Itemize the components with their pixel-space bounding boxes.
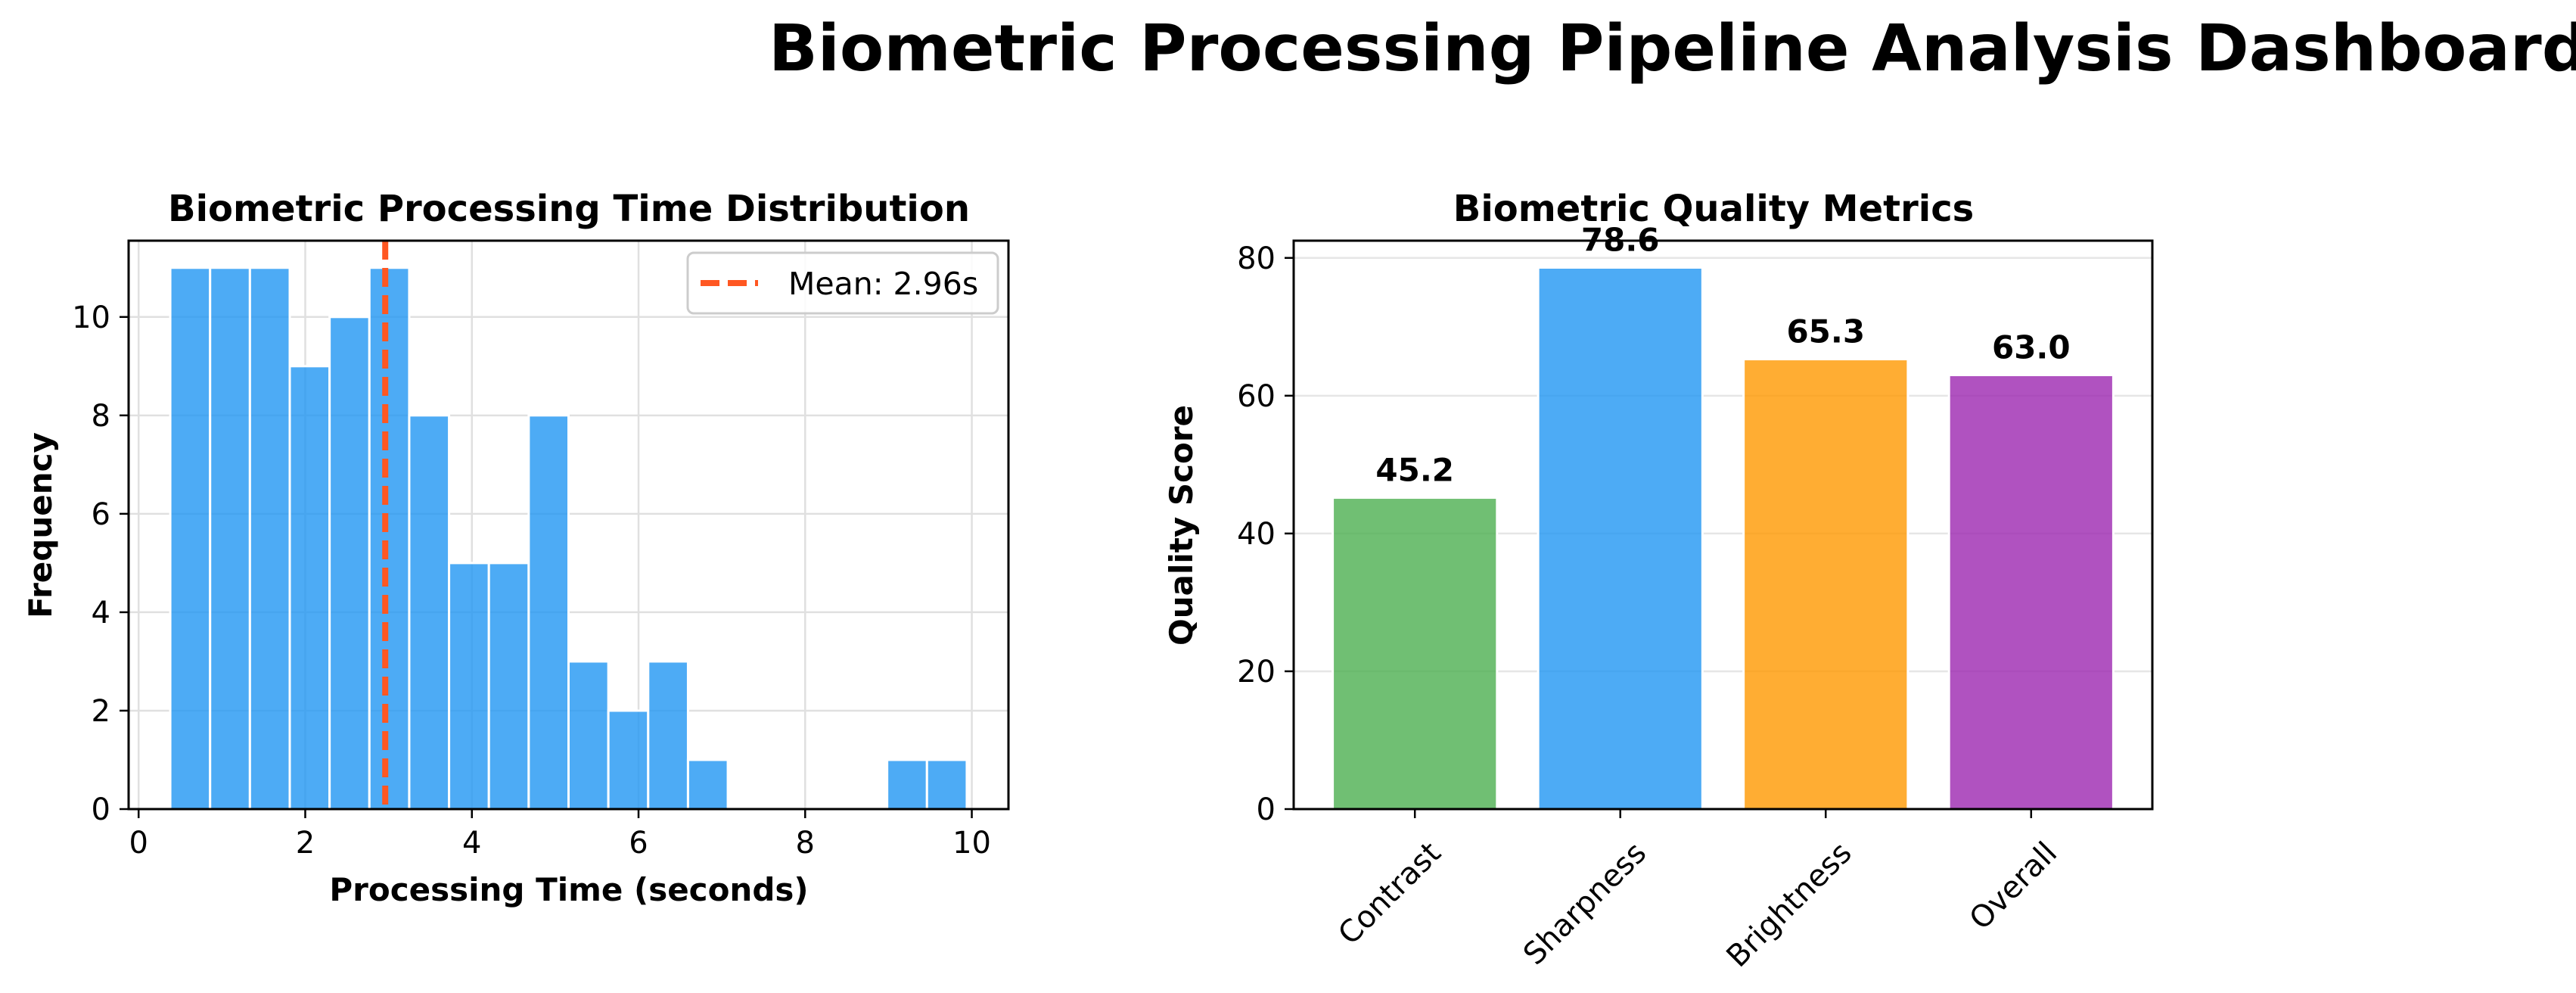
histogram-bar <box>686 758 729 811</box>
histogram-y-tick-label: 6 <box>92 497 110 532</box>
histogram-bar <box>886 758 928 811</box>
histogram-y-tick-label: 8 <box>92 399 110 434</box>
histogram-bars <box>169 266 968 811</box>
quality-y-tick-label: 0 <box>1257 792 1276 827</box>
quality-bar-overall <box>1947 374 2115 811</box>
quality-x-ticks: Contrast Sharpness Brightness Overall <box>1332 809 2064 974</box>
quality-y-tick-label: 60 <box>1237 379 1276 414</box>
histogram-bar <box>169 266 212 811</box>
histogram-x-tick-label: 0 <box>129 826 148 861</box>
histogram-plot-frame <box>127 239 1010 811</box>
quality-chart-title: Biometric Quality Metrics <box>1453 188 1974 230</box>
histogram-x-tick-label: 4 <box>462 826 481 861</box>
histogram-y-tick-label: 0 <box>92 792 110 827</box>
quality-value-label: 78.6 <box>1581 222 1660 259</box>
quality-bar-brightness <box>1742 358 1909 811</box>
histogram-y-ticks: 0 2 4 6 8 10 <box>72 300 129 827</box>
histogram-y-tick-label: 2 <box>92 694 110 729</box>
histogram-bar <box>368 266 411 811</box>
quality-value-label: 45.2 <box>1375 452 1454 489</box>
histogram-bar <box>527 414 570 811</box>
histogram-y-axis-label: Frequency <box>22 432 59 618</box>
quality-bars <box>1332 266 2115 811</box>
quality-x-tick-label: Contrast <box>1332 836 1447 951</box>
histogram-x-tick-label: 10 <box>952 826 991 861</box>
quality-bar-contrast <box>1332 496 1499 811</box>
histogram-y-tick-label: 10 <box>72 300 110 335</box>
histogram-legend: Mean: 2.96s <box>686 251 999 315</box>
histogram-chart: Biometric Processing Time Distribution 0… <box>22 188 1010 908</box>
histogram-x-tick-label: 2 <box>296 826 315 861</box>
quality-value-labels: 45.2 78.6 65.3 63.0 <box>1375 222 2070 489</box>
histogram-x-ticks: 0 2 4 6 8 10 <box>129 809 991 861</box>
histogram-x-tick-label: 8 <box>796 826 815 861</box>
histogram-bar <box>647 660 689 811</box>
histogram-title: Biometric Processing Time Distribution <box>168 188 970 230</box>
quality-value-label: 63.0 <box>1992 329 2071 366</box>
quality-y-ticks: 0 20 40 60 80 <box>1237 241 1294 827</box>
histogram-bar <box>925 758 968 811</box>
quality-plot-frame <box>1292 239 2154 811</box>
histogram-bar <box>209 266 251 811</box>
quality-x-tick-label: Sharpness <box>1517 836 1653 972</box>
quality-x-tick-label: Brightness <box>1720 836 1859 974</box>
quality-y-tick-label: 40 <box>1237 517 1276 552</box>
histogram-bar <box>248 266 291 811</box>
quality-metrics-chart: Biometric Quality Metrics 45.2 78.6 65.3 63… <box>1163 188 2154 974</box>
legend-frame <box>686 251 999 315</box>
histogram-bar <box>567 660 610 811</box>
histogram-x-tick-label: 6 <box>629 826 648 861</box>
histogram-y-tick-label: 4 <box>92 596 110 630</box>
quality-value-label: 65.3 <box>1786 313 1865 350</box>
legend-label: Mean: 2.96s <box>788 266 978 302</box>
histogram-bar <box>328 316 371 811</box>
dashboard-title: Biometric Processing Pipeline Analysis D… <box>769 11 2576 86</box>
histogram-bar <box>408 414 451 811</box>
quality-y-axis-label: Quality Score <box>1163 405 1200 646</box>
histogram-bar <box>607 709 650 811</box>
histogram-bar <box>288 365 331 811</box>
histogram-x-axis-label: Processing Time (seconds) <box>329 871 808 908</box>
quality-bar-sharpness <box>1537 266 1704 811</box>
histogram-bar <box>448 562 490 811</box>
quality-y-tick-label: 20 <box>1237 655 1276 689</box>
quality-x-tick-label: Overall <box>1963 836 2065 937</box>
quality-y-tick-label: 80 <box>1237 241 1276 276</box>
histogram-bar <box>487 562 530 811</box>
